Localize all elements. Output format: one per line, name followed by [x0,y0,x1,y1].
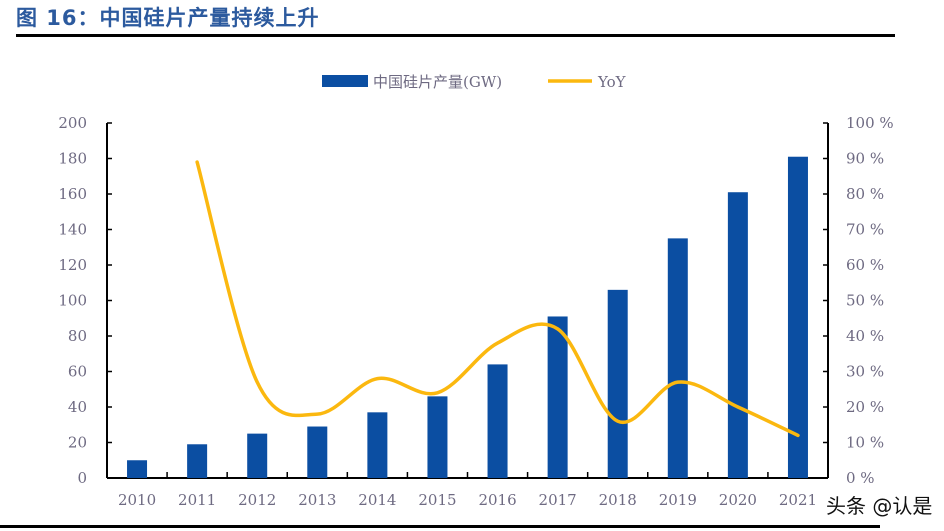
bar-2015 [427,396,448,478]
x-tick-label: 2012 [238,491,276,509]
x-tick-label: 2010 [118,491,156,509]
x-tick-label: 2011 [178,491,216,509]
x-tick-label: 2013 [298,491,336,509]
title-divider [16,34,895,37]
y-right-tick-label: 70 % [846,221,884,239]
bar-2012 [247,433,268,478]
bottom-divider [0,525,880,528]
y-left-tick-label: 120 [58,256,87,274]
y-right-tick-label: 40 % [846,327,884,345]
yoy-line [195,160,800,438]
y-left-tick-label: 200 [58,114,87,132]
x-tick-label: 2016 [478,491,516,509]
y-right-tick-label: 10 % [846,434,884,452]
bar-2019 [667,238,688,478]
y-right-tick-label: 80 % [846,185,884,203]
y-right-tick-label: 20 % [846,398,884,416]
y-left-tick-label: 60 [68,363,87,381]
x-tick-label: 2015 [418,491,456,509]
y-right-tick-label: 90 % [846,150,884,168]
legend-label-bar: 中国硅片产量(GW) [373,73,502,91]
bar-2010 [127,460,148,478]
bar-2020 [727,192,748,478]
y-left-tick-label: 180 [58,150,87,168]
x-tick-label: 2019 [659,491,697,509]
bar-2013 [307,426,328,478]
y-right-tick-label: 100 % [846,114,894,132]
y-right-tick-label: 0 % [846,469,875,487]
y-left-tick-label: 0 [77,469,87,487]
x-tick-label: 2020 [719,491,757,509]
figure-title: 图 16：中国硅片产量持续上升 [16,6,320,30]
bar-2021 [787,156,808,478]
y-left-tick-label: 140 [58,221,87,239]
bar-2016 [487,364,508,478]
y-right-tick-label: 50 % [846,292,884,310]
y-left-tick-label: 160 [58,185,87,203]
bar-2014 [367,412,388,478]
y-left-tick-label: 100 [58,292,87,310]
legend-label-line: YoY [597,73,627,91]
legend-swatch-bar [322,75,368,87]
x-tick-label: 2017 [539,491,577,509]
x-tick-label: 2014 [358,491,396,509]
x-tick-label: 2018 [599,491,637,509]
bar-2018 [607,289,628,478]
bar-2017 [547,316,568,478]
y-left-tick-label: 20 [68,434,87,452]
bar-2011 [187,444,208,478]
watermark: 头条 @认是 [826,494,933,518]
y-left-tick-label: 80 [68,327,87,345]
x-tick-label: 2021 [779,491,817,509]
y-right-tick-label: 60 % [846,256,884,274]
y-right-tick-label: 30 % [846,363,884,381]
y-left-tick-label: 40 [68,398,87,416]
